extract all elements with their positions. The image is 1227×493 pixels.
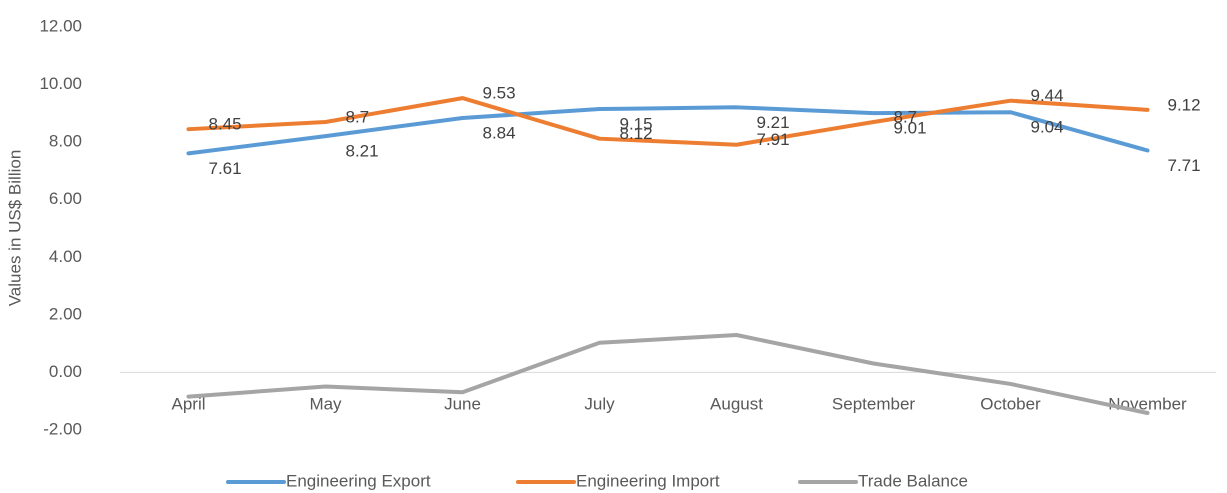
- legend-label: Engineering Export: [286, 471, 431, 490]
- y-tick-label: 0.00: [49, 362, 82, 381]
- data-label: 9.12: [1168, 95, 1201, 114]
- data-label: 8.12: [620, 124, 653, 143]
- data-label: 8.45: [209, 115, 242, 134]
- data-label: 9.04: [1031, 118, 1064, 137]
- data-label: 8.21: [346, 142, 379, 161]
- x-tick-label: October: [980, 394, 1041, 413]
- x-tick-label: April: [171, 394, 205, 413]
- y-tick-label: 4.00: [49, 247, 82, 266]
- legend-label: Trade Balance: [858, 471, 968, 490]
- y-tick-label: 2.00: [49, 304, 82, 323]
- data-label: 7.91: [757, 130, 790, 149]
- data-label: 9.01: [894, 119, 927, 138]
- series-line: [186, 105, 1150, 156]
- x-tick-label: July: [584, 394, 615, 413]
- y-tick-label: 8.00: [49, 132, 82, 151]
- y-axis-label: Values in US$ Billion: [5, 150, 24, 307]
- data-label: 9.21: [757, 113, 790, 132]
- data-label: 9.44: [1031, 86, 1064, 105]
- y-tick-label: 6.00: [49, 189, 82, 208]
- x-tick-label: June: [444, 394, 481, 413]
- data-label: 7.61: [209, 159, 242, 178]
- x-tick-label: November: [1108, 394, 1187, 413]
- series-line: [186, 333, 1150, 416]
- x-tick-label: August: [710, 394, 763, 413]
- legend-label: Engineering Import: [576, 471, 720, 490]
- series-line: [186, 96, 1150, 147]
- y-tick-label: 12.00: [39, 16, 82, 35]
- data-label: 8.7: [894, 107, 918, 126]
- y-tick-label: -2.00: [43, 419, 82, 438]
- x-tick-label: May: [309, 394, 342, 413]
- data-label: 8.84: [483, 123, 516, 142]
- data-label: 8.7: [346, 107, 370, 126]
- data-label: 9.15: [620, 115, 653, 134]
- x-tick-label: September: [832, 394, 915, 413]
- data-label: 7.71: [1168, 156, 1201, 175]
- data-label: 9.53: [483, 84, 516, 103]
- y-tick-label: 10.00: [39, 74, 82, 93]
